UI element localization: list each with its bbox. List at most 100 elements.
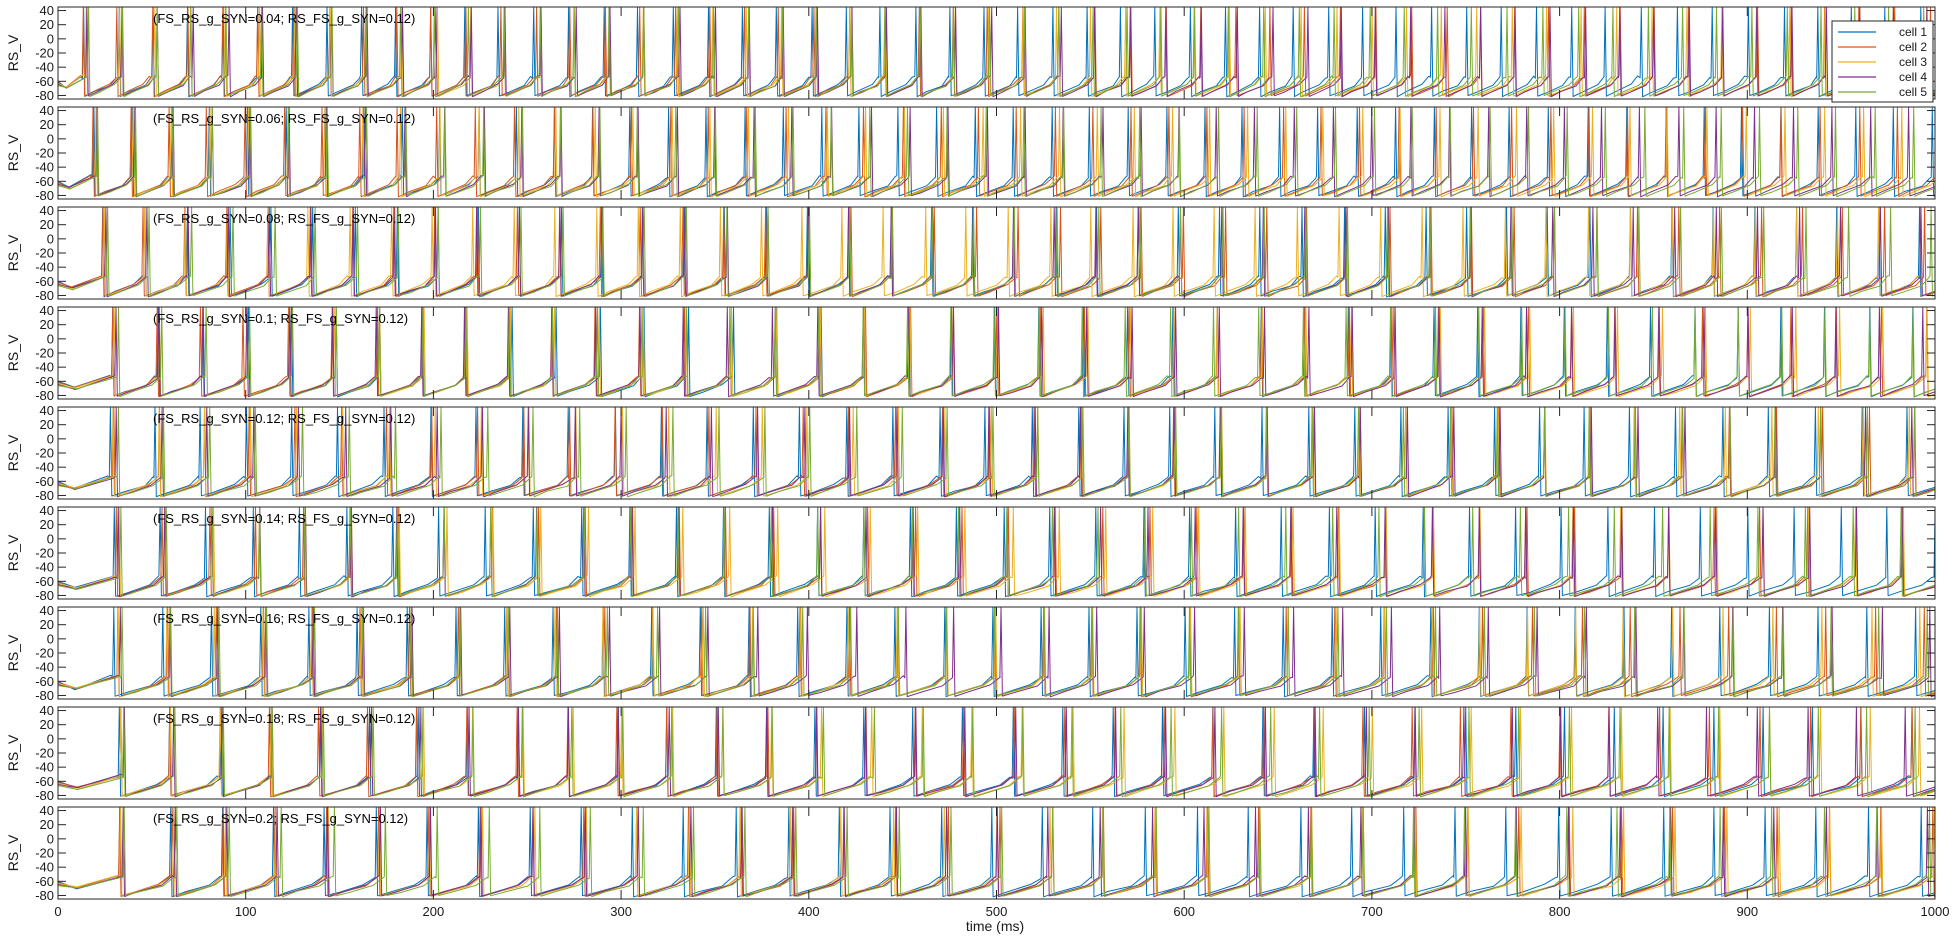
y-tick-label: -60 [35, 674, 54, 689]
y-tick-label: -40 [35, 560, 54, 575]
y-tick-label: -60 [35, 474, 54, 489]
legend-entry: cell 1 [1899, 25, 1927, 39]
y-tick-label: 20 [40, 417, 54, 432]
trace-cell-2 [58, 207, 1935, 298]
y-tick-label: 20 [40, 517, 54, 532]
y-tick-label: -80 [35, 88, 54, 103]
legend-entry: cell 3 [1899, 55, 1927, 69]
y-axis-label: RS_V [5, 134, 21, 171]
trace-cell-5 [58, 807, 1935, 898]
trace-cell-4 [58, 307, 1935, 398]
legend-entry: cell 5 [1899, 85, 1927, 99]
y-tick-label: 40 [40, 603, 54, 618]
y-tick-label: -60 [35, 774, 54, 789]
y-tick-label: 40 [40, 503, 54, 518]
y-tick-label: -80 [35, 188, 54, 203]
y-tick-label: 0 [47, 531, 54, 546]
x-tick-label: 600 [1173, 904, 1195, 919]
y-axis-label: RS_V [5, 734, 21, 771]
y-tick-label: 20 [40, 717, 54, 732]
y-tick-label: 20 [40, 617, 54, 632]
y-tick-label: -20 [35, 46, 54, 61]
y-tick-label: 40 [40, 403, 54, 418]
y-tick-label: 40 [40, 203, 54, 218]
x-tick-label: 1000 [1921, 904, 1950, 919]
trace-cell-4 [58, 7, 1935, 98]
y-tick-label: -80 [35, 688, 54, 703]
legend-box [1831, 20, 1934, 103]
y-tick-label: -20 [35, 446, 54, 461]
y-tick-label: 40 [40, 303, 54, 318]
trace-cell-4 [58, 707, 1935, 798]
y-tick-label: -40 [35, 460, 54, 475]
y-tick-label: 20 [40, 317, 54, 332]
legend-entry: cell 2 [1899, 40, 1927, 54]
y-tick-label: -20 [35, 846, 54, 861]
y-tick-label: -80 [35, 388, 54, 403]
x-tick-label: 200 [423, 904, 445, 919]
trace-cell-1 [58, 607, 1935, 698]
y-tick-label: 40 [40, 103, 54, 118]
y-tick-label: -40 [35, 760, 54, 775]
trace-cell-1 [58, 507, 1935, 598]
y-tick-label: -40 [35, 60, 54, 75]
y-tick-label: 0 [47, 231, 54, 246]
y-tick-label: -60 [35, 874, 54, 889]
trace-cell-3 [58, 207, 1935, 298]
panel-title: (FS_RS_g_SYN=0.08; RS_FS_g_SYN=0.12) [153, 211, 415, 226]
y-axis-label: RS_V [5, 234, 21, 271]
y-tick-label: -40 [35, 360, 54, 375]
y-axis-label: RS_V [5, 434, 21, 471]
panels: 40200-20-40-60-80RS_V(FS_RS_g_SYN=0.04; … [5, 3, 1936, 903]
y-axis-label: RS_V [5, 834, 21, 871]
trace-cell-5 [58, 707, 1935, 798]
panel-title: (FS_RS_g_SYN=0.14; RS_FS_g_SYN=0.12) [153, 511, 415, 526]
traces [58, 507, 1935, 598]
y-tick-label: 0 [47, 331, 54, 346]
panel-title: (FS_RS_g_SYN=0.12; RS_FS_g_SYN=0.12) [153, 411, 415, 426]
y-tick-label: -80 [35, 288, 54, 303]
traces [58, 207, 1935, 298]
y-tick-label: 40 [40, 3, 54, 18]
panel-title: (FS_RS_g_SYN=0.1; RS_FS_g_SYN=0.12) [153, 311, 408, 326]
y-tick-label: -80 [35, 788, 54, 803]
traces [58, 307, 1935, 398]
y-tick-label: 0 [47, 631, 54, 646]
y-tick-label: -80 [35, 488, 54, 503]
x-tick-label: 400 [798, 904, 820, 919]
x-tick-label: 100 [235, 904, 257, 919]
y-tick-label: -60 [35, 374, 54, 389]
y-tick-label: 0 [47, 731, 54, 746]
x-tick-label: 900 [1736, 904, 1758, 919]
panel-title: (FS_RS_g_SYN=0.04; RS_FS_g_SYN=0.12) [153, 11, 415, 26]
y-tick-label: 0 [47, 431, 54, 446]
y-tick-label: -40 [35, 860, 54, 875]
trace-cell-4 [58, 807, 1935, 898]
y-tick-label: -60 [35, 274, 54, 289]
y-tick-label: 20 [40, 17, 54, 32]
y-tick-label: -20 [35, 346, 54, 361]
panel-title: (FS_RS_g_SYN=0.2; RS_FS_g_SYN=0.12) [153, 811, 408, 826]
y-axis-label: RS_V [5, 34, 21, 71]
panel-title: (FS_RS_g_SYN=0.06; RS_FS_g_SYN=0.12) [153, 111, 415, 126]
trace-cell-5 [58, 307, 1935, 398]
y-tick-label: -60 [35, 74, 54, 89]
y-tick-label: -60 [35, 574, 54, 589]
y-axis-label: RS_V [5, 534, 21, 571]
y-tick-label: -80 [35, 588, 54, 603]
trace-cell-3 [58, 307, 1935, 398]
x-axis-label: time (ms) [966, 918, 1024, 934]
panel-title: (FS_RS_g_SYN=0.16; RS_FS_g_SYN=0.12) [153, 611, 415, 626]
y-tick-label: -60 [35, 174, 54, 189]
x-tick-label: 0 [54, 904, 61, 919]
x-tick-label: 300 [610, 904, 632, 919]
